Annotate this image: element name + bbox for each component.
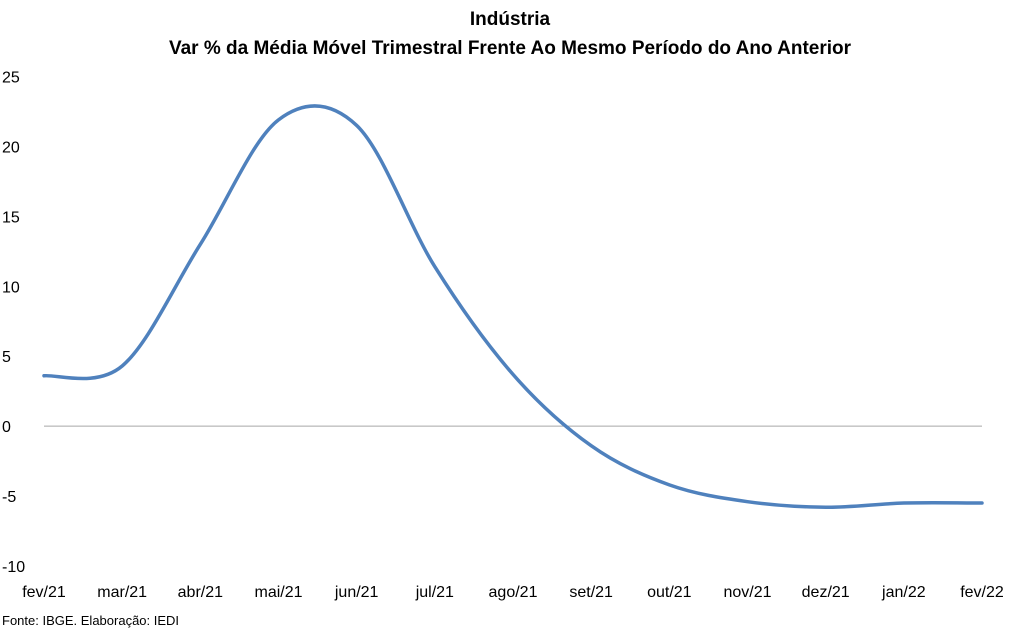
x-tick-label: ago/21 (489, 584, 538, 601)
x-axis: fev/21 mar/21 abr/21 mai/21 jun/21 jul/21 ago/… (22, 584, 1004, 601)
y-tick-label: -10 (2, 559, 25, 576)
data-point (511, 372, 515, 376)
x-tick-label: fev/22 (960, 584, 1004, 601)
y-tick-label: 25 (2, 70, 20, 87)
y-tick-label: 20 (2, 139, 20, 156)
data-point (902, 501, 906, 505)
x-tick-label: nov/21 (723, 584, 771, 601)
y-tick-label: 5 (2, 349, 11, 366)
x-tick-label: mar/21 (97, 584, 147, 601)
data-point (198, 242, 202, 246)
x-tick-label: jan/22 (881, 584, 926, 601)
y-axis: -10 -5 0 5 10 15 20 25 (2, 70, 25, 577)
x-tick-label: out/21 (647, 584, 692, 601)
y-tick-label: -5 (2, 489, 16, 506)
y-tick-label: 15 (2, 209, 20, 226)
chart-subtitle: Var % da Média Móvel Trimestral Frente A… (169, 38, 852, 59)
data-point (667, 483, 671, 487)
plot-area (42, 104, 984, 510)
data-point (589, 444, 593, 448)
data-point (120, 364, 124, 368)
x-tick-label: dez/21 (802, 584, 850, 601)
data-point (824, 505, 828, 509)
data-point (42, 374, 46, 378)
x-tick-label: jul/21 (415, 584, 454, 601)
source-note: Fonte: IBGE. Elaboração: IEDI (2, 613, 180, 628)
data-point (980, 501, 984, 505)
data-point (433, 265, 437, 269)
x-tick-label: mai/21 (254, 584, 302, 601)
data-point (746, 500, 750, 504)
x-tick-label: abr/21 (178, 584, 223, 601)
chart-title: Indústria (470, 9, 551, 30)
x-tick-label: set/21 (569, 584, 613, 601)
series-line (42, 104, 984, 510)
x-tick-label: fev/21 (22, 584, 66, 601)
y-tick-label: 0 (2, 419, 11, 436)
data-point (277, 118, 281, 122)
y-tick-label: 10 (2, 279, 20, 296)
data-point (355, 123, 359, 127)
x-tick-label: jun/21 (334, 584, 379, 601)
